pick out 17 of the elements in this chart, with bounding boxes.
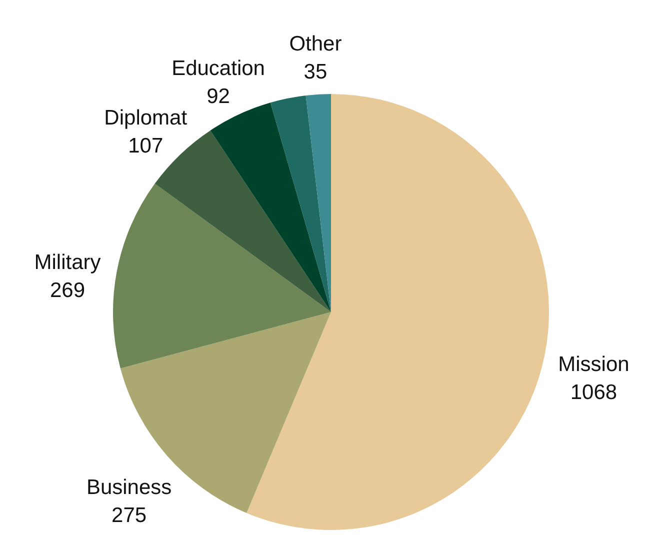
pie-slice [270, 95, 331, 312]
slice-label: Mission [558, 352, 630, 376]
data-label: 35 [304, 60, 328, 84]
pie-slice [306, 94, 331, 312]
data-label: 92 [206, 84, 230, 108]
data-label: 1068 [570, 380, 618, 404]
pie-slice [210, 102, 331, 312]
data-label: 107 [128, 134, 164, 158]
slice-label: Other [289, 32, 342, 56]
pie-slice [113, 184, 331, 368]
slice-label: Education [172, 56, 265, 80]
pie-slice [246, 94, 549, 530]
slice-label: Military [34, 250, 102, 274]
slice-label: Diplomat [104, 106, 188, 130]
data-label: 269 [50, 278, 86, 302]
data-label: 275 [112, 504, 147, 528]
slice-label: Business [86, 476, 172, 500]
